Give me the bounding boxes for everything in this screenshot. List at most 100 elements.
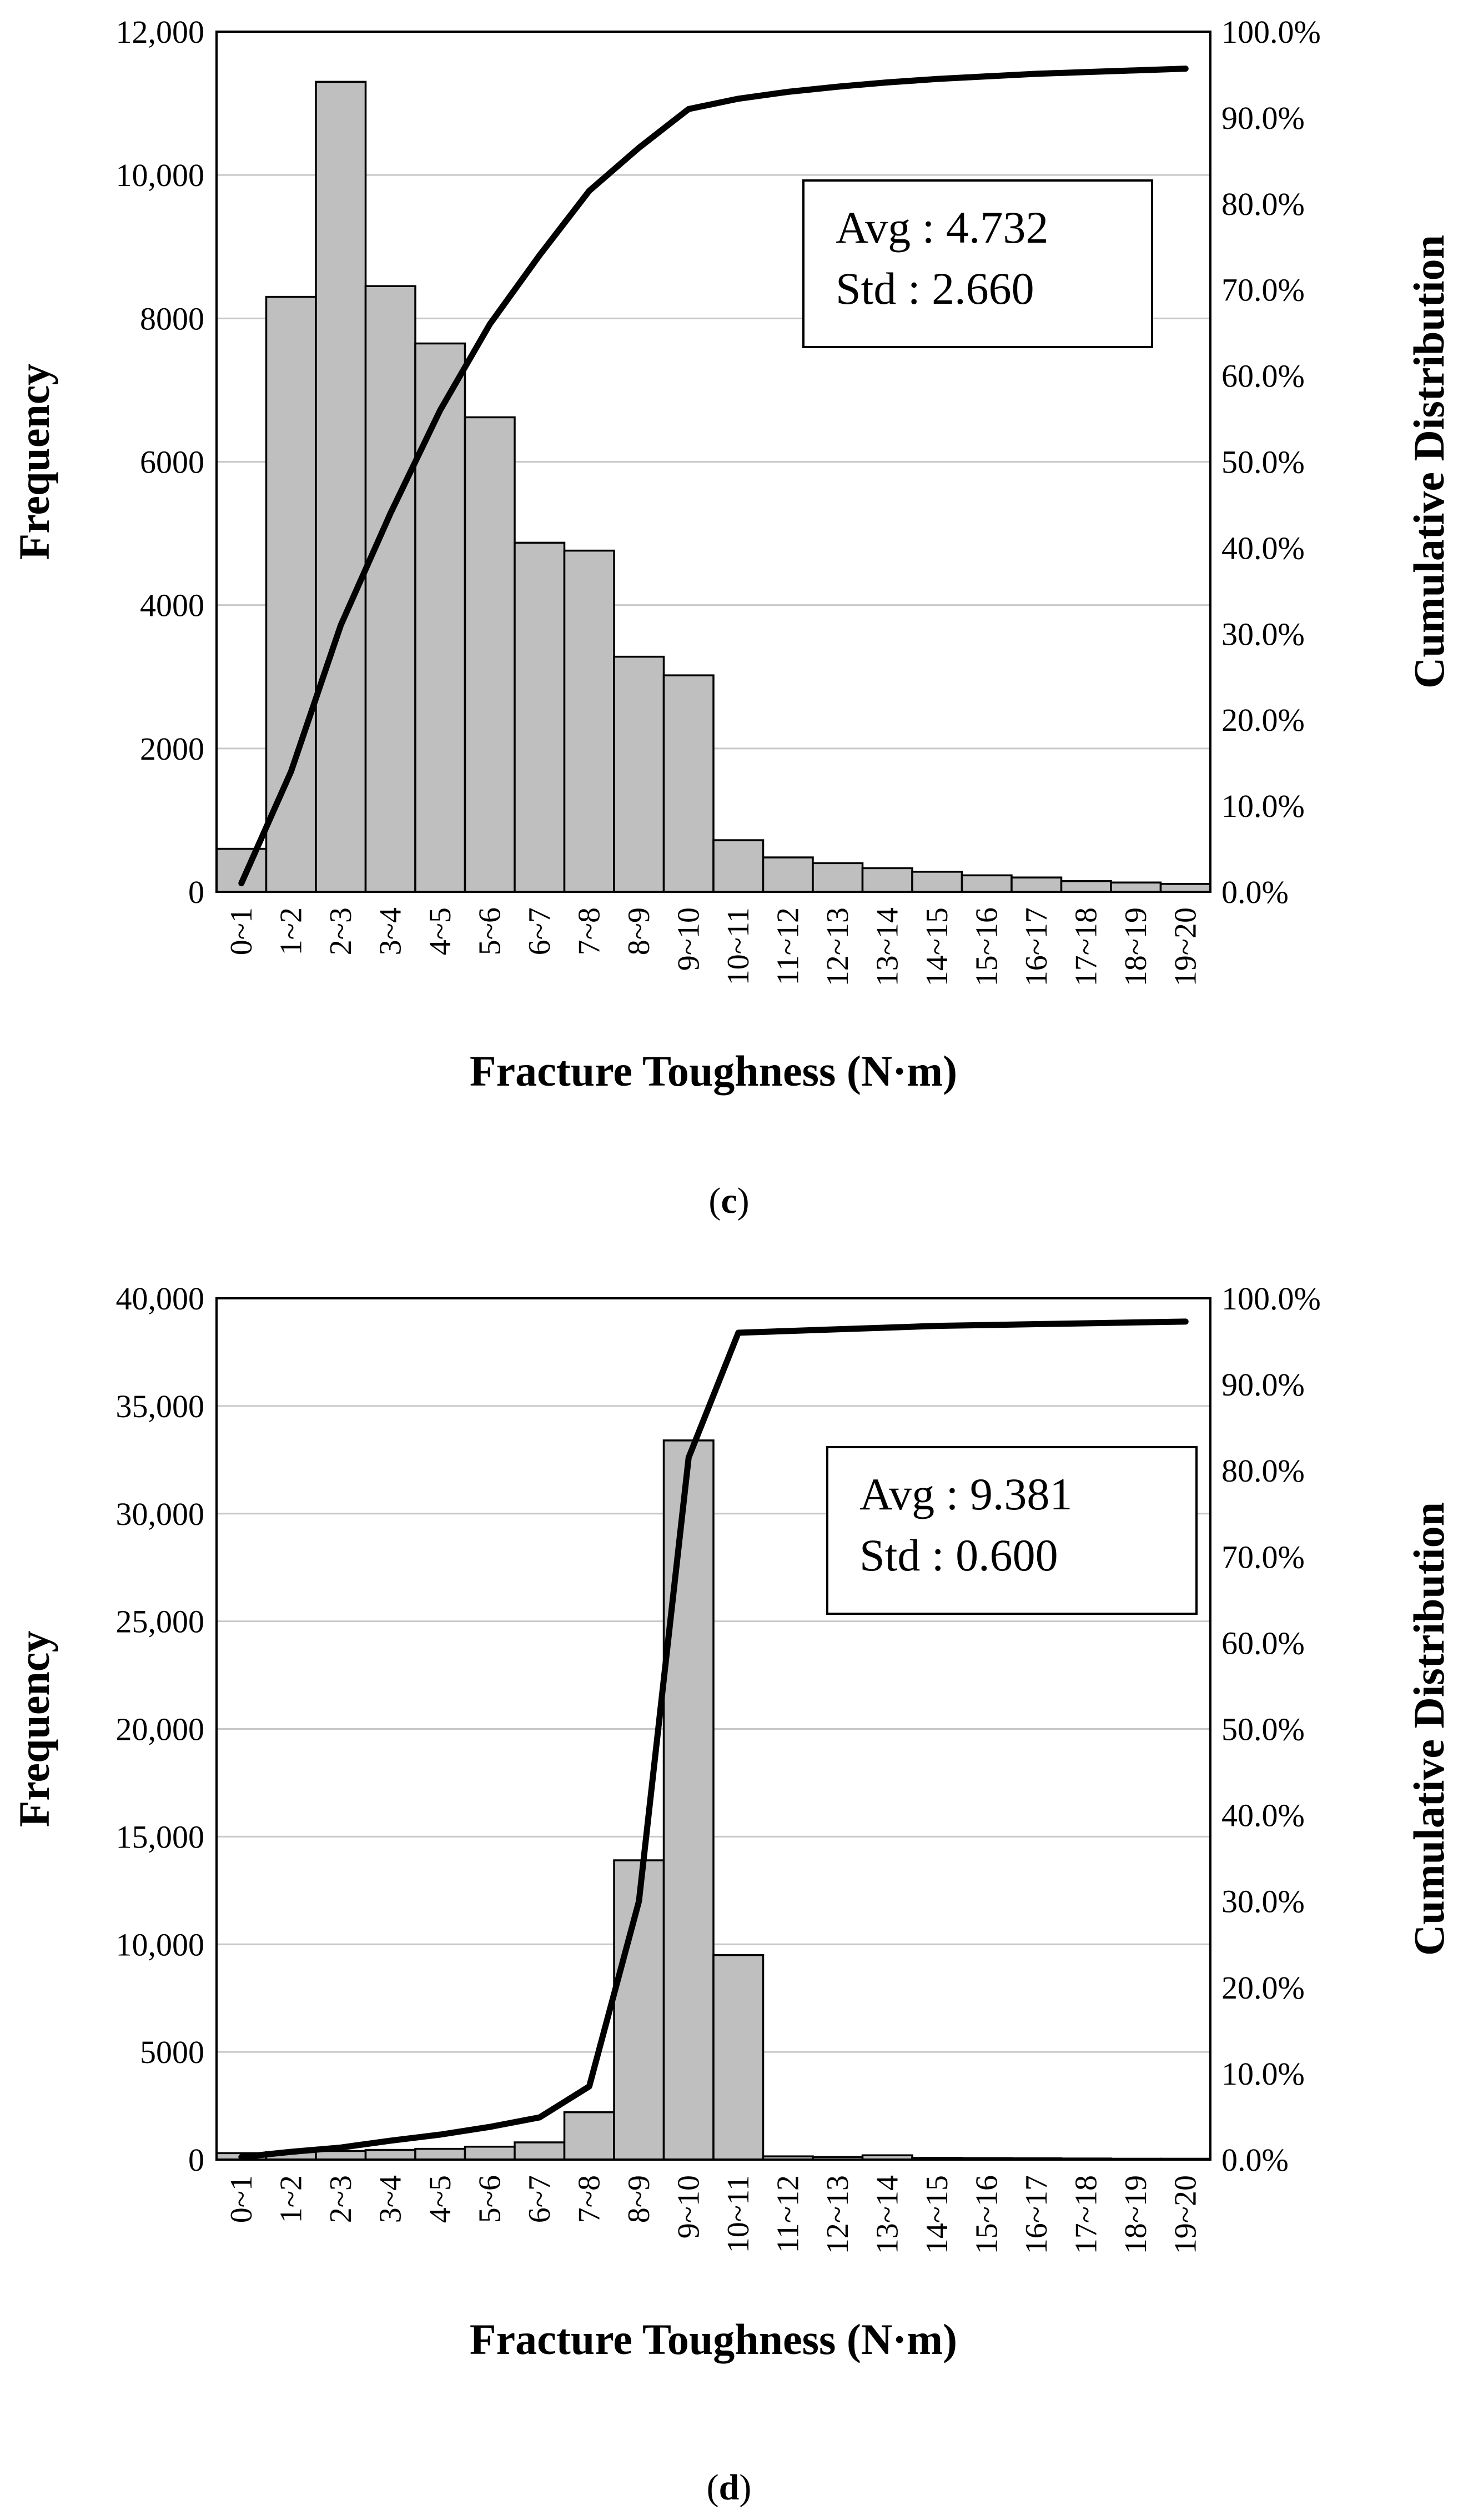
x-tick-label: 6~7 bbox=[522, 907, 557, 955]
x-axis-title: Fracture Toughness (N·m) bbox=[470, 1047, 957, 1095]
x-tick-label: 5~6 bbox=[472, 907, 507, 955]
bar-7~8 bbox=[563, 549, 615, 893]
bar-2~3 bbox=[315, 2150, 367, 2161]
x-tick-label: 17~18 bbox=[1069, 2175, 1103, 2254]
y2-tick-label: 30.0% bbox=[1221, 616, 1305, 652]
x-tick-label: 4~5 bbox=[423, 907, 457, 955]
bar-6~7 bbox=[514, 541, 566, 893]
bar-10~11 bbox=[712, 839, 765, 893]
bar-12~13 bbox=[812, 862, 864, 893]
y2-tick-label: 40.0% bbox=[1221, 530, 1305, 566]
y2-tick-label: 30.0% bbox=[1221, 1884, 1305, 1920]
plot-frame bbox=[215, 1297, 1211, 2161]
x-tick-label: 16~17 bbox=[1019, 907, 1054, 986]
bar-11~12 bbox=[762, 856, 814, 893]
stats-std: Std : 2.660 bbox=[836, 263, 1034, 314]
y2-tick-label: 80.0% bbox=[1221, 186, 1305, 222]
x-tick-label: 10~11 bbox=[721, 2175, 756, 2253]
y-tick-label: 0 bbox=[188, 874, 204, 910]
y2-axis-title: Cumulative Distribution bbox=[1405, 1502, 1453, 1956]
y2-tick-label: 60.0% bbox=[1221, 1625, 1305, 1661]
y2-tick-label: 40.0% bbox=[1221, 1798, 1305, 1834]
y-tick-label: 20,000 bbox=[116, 1711, 205, 1748]
y2-tick-label: 100.0% bbox=[1221, 14, 1321, 50]
x-tick-label: 12~13 bbox=[821, 907, 855, 986]
y2-tick-label: 80.0% bbox=[1221, 1453, 1305, 1489]
y2-tick-label: 10.0% bbox=[1221, 788, 1305, 824]
x-tick-label: 15~16 bbox=[969, 907, 1004, 986]
stats-box bbox=[826, 1446, 1198, 1615]
panel-label-d: (d) bbox=[706, 2467, 752, 2508]
x-tick-label: 7~8 bbox=[572, 2175, 606, 2223]
bar-3~4 bbox=[364, 285, 416, 893]
y2-tick-label: 10.0% bbox=[1221, 2056, 1305, 2092]
x-tick-label: 8~9 bbox=[622, 2175, 656, 2223]
bar-18~19 bbox=[1110, 881, 1162, 893]
y2-tick-label: 50.0% bbox=[1221, 444, 1305, 480]
x-tick-label: 10~11 bbox=[721, 907, 756, 985]
x-tick-label: 9~10 bbox=[671, 907, 706, 971]
y-axis-title: Frequency bbox=[10, 1631, 58, 1828]
bar-19~20 bbox=[1159, 883, 1211, 893]
x-tick-label: 0~1 bbox=[224, 2175, 259, 2223]
y-tick-label: 40,000 bbox=[116, 1281, 205, 1317]
y-tick-label: 30,000 bbox=[116, 1496, 205, 1532]
x-tick-label: 2~3 bbox=[324, 907, 358, 955]
x-tick-label: 19~20 bbox=[1168, 2175, 1203, 2254]
x-tick-label: 6~7 bbox=[522, 2175, 557, 2223]
x-tick-label: 16~17 bbox=[1019, 2175, 1054, 2254]
x-tick-label: 0~1 bbox=[224, 907, 259, 955]
y-tick-label: 0 bbox=[188, 2142, 204, 2178]
bar-15~16 bbox=[961, 874, 1013, 893]
y2-axis-title: Cumulative Distribution bbox=[1405, 235, 1453, 689]
y2-tick-label: 70.0% bbox=[1221, 272, 1305, 308]
y2-tick-label: 90.0% bbox=[1221, 100, 1305, 136]
y2-tick-label: 70.0% bbox=[1221, 1539, 1305, 1575]
bar-6~7 bbox=[514, 2141, 566, 2161]
y-tick-label: 2000 bbox=[140, 731, 204, 767]
x-tick-label: 7~8 bbox=[572, 907, 606, 955]
chart-d: 0 5000 10,000 15,000 20,000 25,000 30,000 35,00… bbox=[10, 1281, 1453, 2363]
y-tick-label: 5000 bbox=[140, 2034, 204, 2070]
chart-c: 0 2000 4000 6000 8000 10,000 12,000 0.0% 10.0% 20… bbox=[10, 14, 1453, 1095]
x-tick-label: 11~12 bbox=[771, 2175, 805, 2253]
bar-4~5 bbox=[414, 342, 466, 893]
bar-5~6 bbox=[464, 2145, 516, 2161]
x-tick-label: 1~2 bbox=[274, 907, 308, 955]
x-tick-label: 12~13 bbox=[821, 2175, 855, 2254]
y2-tick-label: 20.0% bbox=[1221, 702, 1305, 738]
bar-7~8 bbox=[563, 2111, 615, 2161]
x-tick-label: 15~16 bbox=[969, 2175, 1004, 2254]
bar-16~17 bbox=[1010, 876, 1063, 893]
panel-label-c: (c) bbox=[708, 1181, 750, 1221]
y-tick-label: 4000 bbox=[140, 588, 204, 624]
stats-avg: Avg : 4.732 bbox=[836, 202, 1048, 253]
y-tick-label: 35,000 bbox=[116, 1388, 205, 1424]
x-tick-label: 17~18 bbox=[1069, 907, 1103, 986]
bar-10~11 bbox=[712, 1954, 765, 2161]
y-tick-label: 10,000 bbox=[116, 1926, 205, 1962]
y2-tick-label: 0.0% bbox=[1221, 874, 1289, 910]
x-tick-label: 13~14 bbox=[870, 2175, 904, 2254]
y-tick-label: 15,000 bbox=[116, 1819, 205, 1855]
bar-3~4 bbox=[364, 2148, 416, 2161]
y2-tick-label: 0.0% bbox=[1221, 2142, 1289, 2178]
y2-tick-label: 60.0% bbox=[1221, 358, 1305, 394]
chart-panel-c: 0 2000 4000 6000 8000 10,000 12,000 0.0% 10.0% 20… bbox=[0, 0, 1458, 1256]
bar-17~18 bbox=[1060, 880, 1112, 893]
bar-13~14 bbox=[861, 867, 913, 893]
cumulative-distribution-line bbox=[238, 1318, 1189, 2160]
plot-frame bbox=[215, 31, 1211, 893]
x-tick-label: 18~19 bbox=[1119, 2175, 1153, 2254]
y-tick-label: 6000 bbox=[140, 444, 204, 480]
x-tick-label: 14~15 bbox=[920, 2175, 954, 2254]
x-tick-label: 5~6 bbox=[472, 2175, 507, 2223]
stats-box bbox=[802, 179, 1153, 348]
y2-tick-label: 20.0% bbox=[1221, 1970, 1305, 2006]
x-tick-label: 3~4 bbox=[373, 2175, 408, 2223]
x-tick-label: 8~9 bbox=[622, 907, 656, 955]
y2-tick-label: 90.0% bbox=[1221, 1367, 1305, 1403]
stats-std: Std : 0.600 bbox=[859, 1530, 1058, 1580]
y-tick-label: 12,000 bbox=[116, 14, 205, 50]
stats-avg: Avg : 9.381 bbox=[859, 1469, 1072, 1519]
